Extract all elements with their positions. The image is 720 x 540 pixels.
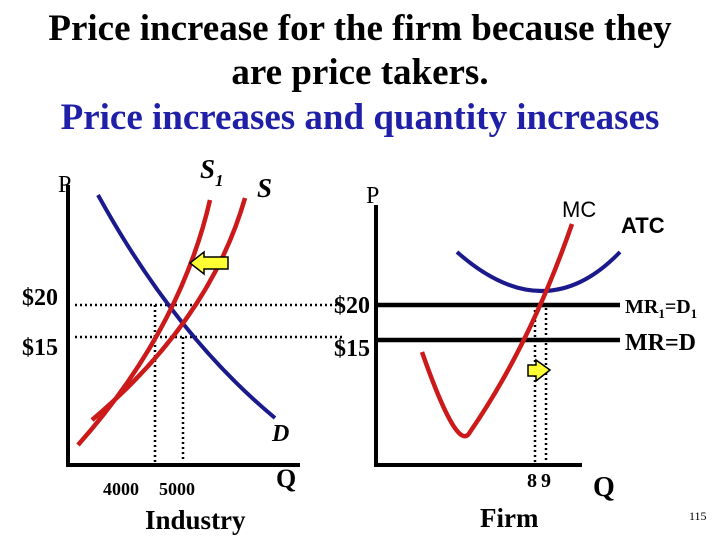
supply-shift-arrow-icon [188, 250, 229, 276]
firm-qty-high-label: 9 [541, 470, 551, 492]
firm-mc-curve [419, 223, 575, 439]
firm-q-label: Q [593, 472, 615, 503]
industry-p-label: P [58, 172, 71, 198]
industry-axes [66, 185, 300, 467]
industry-demand-curve [96, 194, 277, 420]
industry-caption: Industry [145, 505, 246, 535]
title-line-1: Price increase for the firm because they [48, 8, 672, 49]
slide-number: 115 [689, 509, 707, 523]
industry-price-high-label: $20 [22, 285, 58, 311]
firm-mr-label: MR=D [625, 330, 696, 356]
firm-mc-label: MC [562, 197, 596, 222]
industry-qty-low-label: 4000 [103, 479, 139, 499]
firm-graph: P MC ATC $20 $15 MR1=D1 MR=D 8 9 Q Firm [334, 183, 697, 533]
industry-supply-curve-s1 [76, 199, 213, 447]
industry-s1-label: S1 [200, 154, 224, 190]
industry-s-label: S [257, 173, 272, 203]
firm-axes [374, 205, 582, 467]
firm-price-low-label: $15 [334, 336, 370, 362]
firm-atc-label: ATC [621, 213, 665, 238]
industry-graph: P S1 S $20 $15 D Q 4000 5000 Industry [22, 154, 345, 535]
firm-price-high-label: $20 [334, 293, 370, 319]
industry-supply-curve-s [90, 197, 248, 422]
firm-mr1-label: MR1=D1 [625, 296, 697, 321]
industry-price-low-label: $15 [22, 335, 58, 361]
title-line-2: are price takers. [231, 52, 489, 93]
industry-qty-high-label: 5000 [159, 479, 195, 499]
firm-qty-low-label: 8 [527, 470, 537, 492]
industry-q-label: Q [276, 464, 296, 493]
firm-caption: Firm [480, 503, 539, 533]
industry-d-label: D [271, 421, 289, 447]
quantity-shift-arrow-icon [527, 358, 552, 383]
firm-atc-curve [455, 250, 622, 293]
firm-p-label: P [366, 183, 379, 209]
title-line-3: Price increases and quantity increases [60, 97, 660, 138]
